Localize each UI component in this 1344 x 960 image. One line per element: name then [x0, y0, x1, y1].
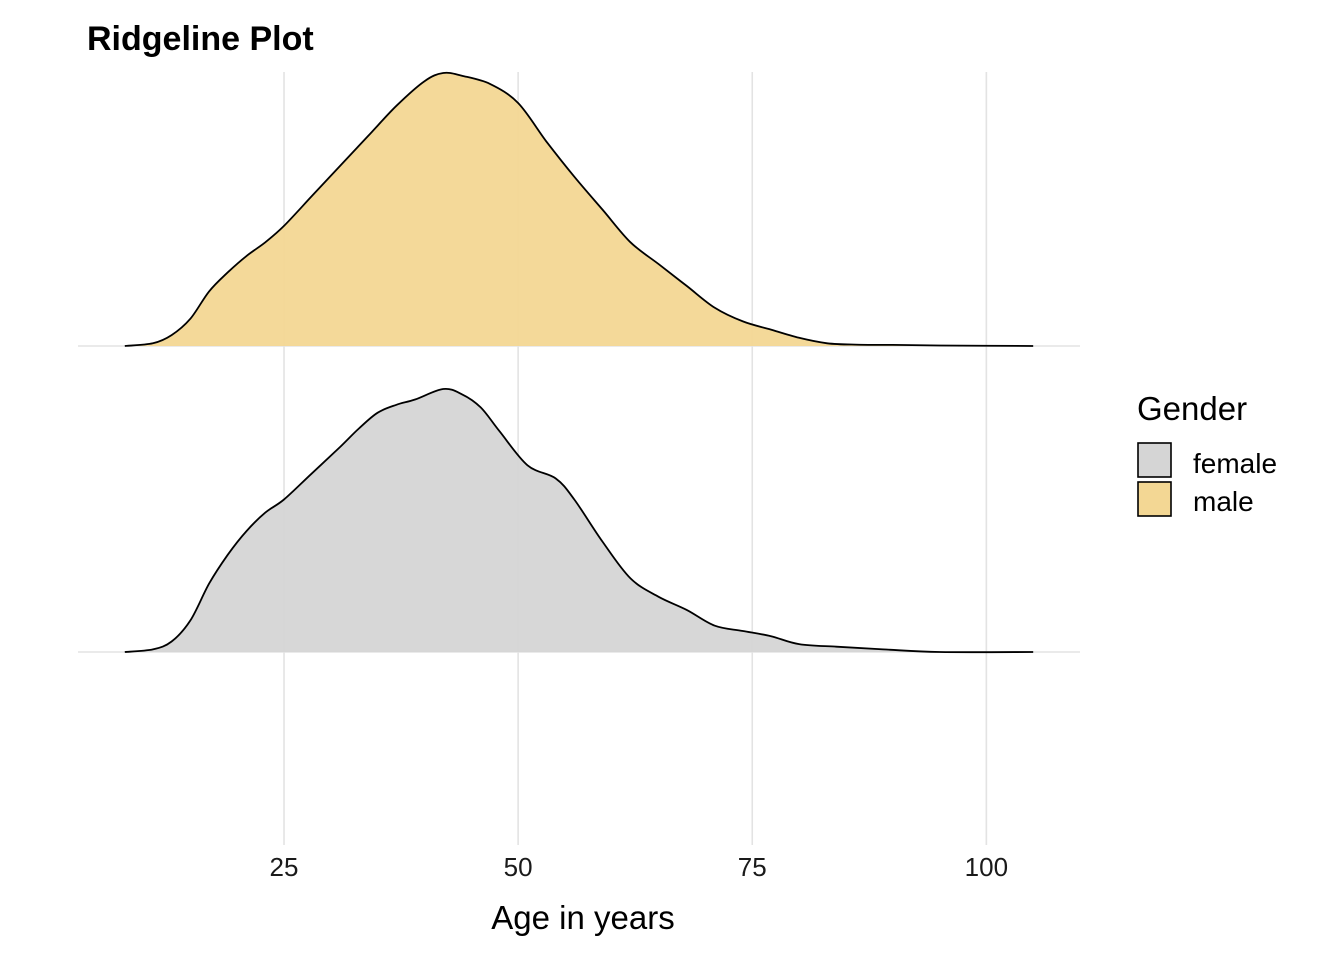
chart-title: Ridgeline Plot	[87, 20, 314, 58]
x-tick-label-100: 100	[965, 852, 1008, 882]
ridge-area-female	[124, 388, 1034, 653]
legend-key-male	[1137, 481, 1172, 517]
legend-title: Gender	[1137, 390, 1247, 427]
legend-label-female: female	[1193, 448, 1277, 479]
x-axis-title: Age in years	[491, 899, 674, 936]
ridge-area-male	[124, 72, 1034, 346]
legend: Gender female male	[1137, 390, 1277, 517]
x-tick-labels: 25 50 75 100	[270, 852, 1008, 882]
ridge-line-female	[124, 387, 1034, 654]
legend-label-male: male	[1193, 486, 1254, 517]
x-tick-label-50: 50	[504, 852, 533, 882]
ridge-layer	[124, 71, 1034, 654]
legend-key-female	[1137, 442, 1172, 478]
ridge-line-male	[124, 71, 1034, 347]
x-tick-label-25: 25	[270, 852, 299, 882]
x-tick-label-75: 75	[738, 852, 767, 882]
